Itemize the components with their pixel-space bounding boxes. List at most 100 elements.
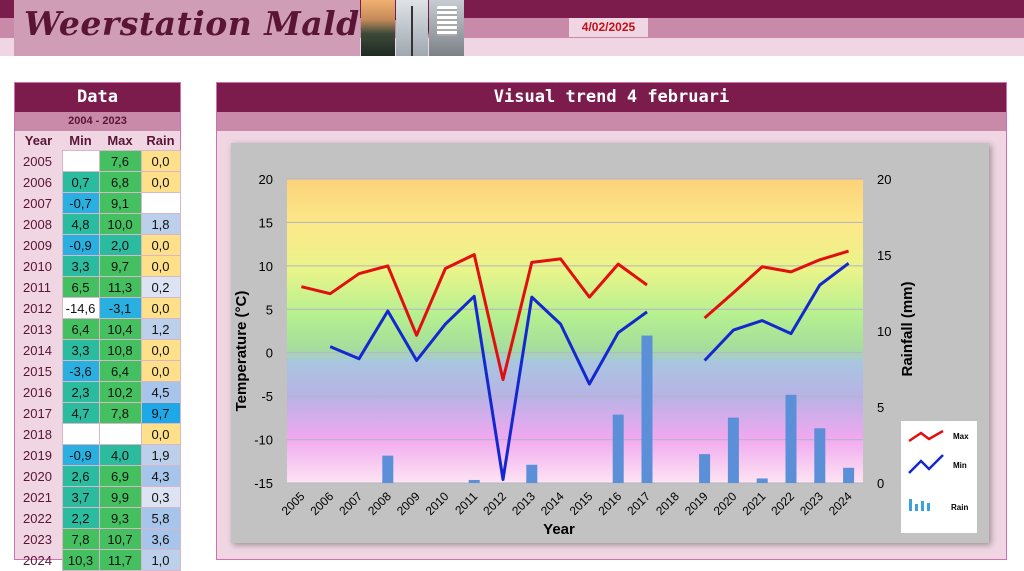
year-cell: 2022: [23, 510, 52, 526]
min-cell: 3,3: [61, 339, 100, 361]
max-cell: 10,7: [98, 528, 142, 550]
min-cell: 6,4: [61, 318, 100, 340]
min-cell: 2,6: [61, 465, 100, 487]
legend-box: [901, 421, 977, 533]
sunset-photo: [361, 0, 395, 56]
min-cell: 4,7: [61, 402, 100, 424]
rain-cell: 0,0: [140, 339, 181, 361]
data-panel: Data 2004 - 2023 Year Min Max Rain 2005 7…: [14, 82, 181, 571]
rain-bar: [727, 417, 739, 483]
rain-cell: 1,9: [140, 444, 181, 466]
rain-cell: 0,0: [140, 297, 181, 319]
max-cell: 11,7: [98, 549, 142, 571]
min-cell: 0,7: [61, 171, 100, 193]
x-tick-label: 2005: [279, 489, 308, 518]
max-cell: [98, 423, 142, 445]
column-header-max: Max: [107, 133, 133, 148]
plot-background: [287, 179, 863, 483]
table-row: 2019 -0,9 4,0 1,9: [15, 444, 181, 466]
table-header-row: Year Min Max Rain: [15, 131, 180, 151]
max-cell: 10,8: [98, 339, 142, 361]
legend-rain-symbol-2: [915, 504, 918, 511]
max-cell: 9,9: [98, 486, 142, 508]
y-tick-label: 5: [266, 302, 273, 317]
rain-cell: 0,0: [140, 360, 181, 382]
rain-bar: [382, 455, 394, 483]
rain-cell: 9,7: [140, 402, 181, 424]
min-cell: -0,9: [61, 444, 100, 466]
data-range: 2004 - 2023: [15, 112, 180, 131]
x-tick-label: 2008: [365, 489, 394, 518]
table-row: 2017 4,7 7,8 9,7: [15, 402, 181, 424]
year-cell: 2023: [23, 531, 52, 547]
legend-max-label: Max: [953, 432, 969, 441]
table-row: 2006 0,7 6,8 0,0: [15, 171, 181, 193]
table-row: 2021 3,7 9,9 0,3: [15, 486, 181, 508]
max-cell: 4,0: [98, 444, 142, 466]
table-row: 2007 -0,7 9,1: [15, 192, 181, 214]
rain-cell: 0,2: [140, 276, 181, 298]
x-tick-label: 2022: [768, 489, 797, 518]
x-tick-label: 2020: [711, 489, 740, 518]
column-header-rain: Rain: [146, 133, 175, 148]
chart-panel-subbar: [217, 112, 1006, 131]
y2-tick-label: 5: [877, 400, 884, 415]
min-cell: 3,3: [61, 255, 100, 277]
legend-min-symbol: [908, 454, 944, 474]
table-row: 2010 3,3 9,7 0,0: [15, 255, 181, 277]
weather-mast-photo: [396, 0, 428, 56]
y-tick-label: -5: [261, 389, 273, 404]
min-line: [703, 262, 850, 362]
x-tick-label: 2017: [624, 489, 653, 518]
table-row: 2013 6,4 10,4 1,2: [15, 318, 181, 340]
rain-cell: 1,2: [140, 318, 181, 340]
max-line: [703, 249, 850, 320]
x-tick-label: 2013: [509, 489, 538, 518]
table-row: 2011 6,5 11,3 0,2: [15, 276, 181, 298]
table-row: 2015 -3,6 6,4 0,0: [15, 360, 181, 382]
legend-min-label: Min: [953, 461, 967, 470]
year-cell: 2006: [23, 174, 52, 190]
column-header-min: Min: [69, 133, 92, 148]
rain-bar: [612, 414, 624, 483]
max-cell: 7,8: [98, 402, 142, 424]
y-tick-label: 15: [259, 215, 273, 230]
year-cell: 2007: [23, 195, 52, 211]
max-cell: 6,9: [98, 465, 142, 487]
max-cell: -3,1: [98, 297, 142, 319]
table-row: 2009 -0,9 2,0 0,0: [15, 234, 181, 256]
x-tick-label: 2010: [423, 489, 452, 518]
rain-cell: 1,0: [140, 549, 181, 571]
x-tick-label: 2006: [308, 489, 337, 518]
min-cell: 6,5: [61, 276, 100, 298]
rain-cell: 3,6: [140, 528, 181, 550]
min-cell: 7,8: [61, 528, 100, 550]
legend-rain-symbol: [909, 499, 912, 511]
max-cell: 10,0: [98, 213, 142, 235]
table-row: 2012 -14,6 -3,1 0,0: [15, 297, 181, 319]
year-cell: 2020: [23, 468, 52, 484]
x-tick-label: 2009: [394, 489, 423, 518]
x-tick-label: 2015: [567, 489, 596, 518]
year-cell: 2017: [23, 405, 52, 421]
rain-cell: [140, 192, 181, 214]
table-row: 2016 2,3 10,2 4,5: [15, 381, 181, 403]
max-cell: 11,3: [98, 276, 142, 298]
year-cell: 2019: [23, 447, 52, 463]
y-tick-label: 20: [259, 172, 273, 187]
data-panel-title: Data: [15, 83, 180, 112]
rain-cell: 4,3: [140, 465, 181, 487]
year-cell: 2011: [23, 279, 51, 295]
year-cell: 2008: [23, 216, 52, 232]
x-tick-label: 2012: [480, 489, 509, 518]
rain-cell: 5,8: [140, 507, 181, 529]
rain-cell: 4,5: [140, 381, 181, 403]
year-cell: 2016: [23, 384, 52, 400]
y-tick-label: -10: [254, 433, 273, 448]
max-cell: 10,4: [98, 318, 142, 340]
year-cell: 2024: [23, 552, 52, 568]
chart-panel-title: Visual trend 4 februari: [217, 83, 1006, 112]
current-date: 4/02/2025: [569, 18, 648, 37]
table-row: 2008 4,8 10,0 1,8: [15, 213, 181, 235]
min-cell: 2,2: [61, 507, 100, 529]
